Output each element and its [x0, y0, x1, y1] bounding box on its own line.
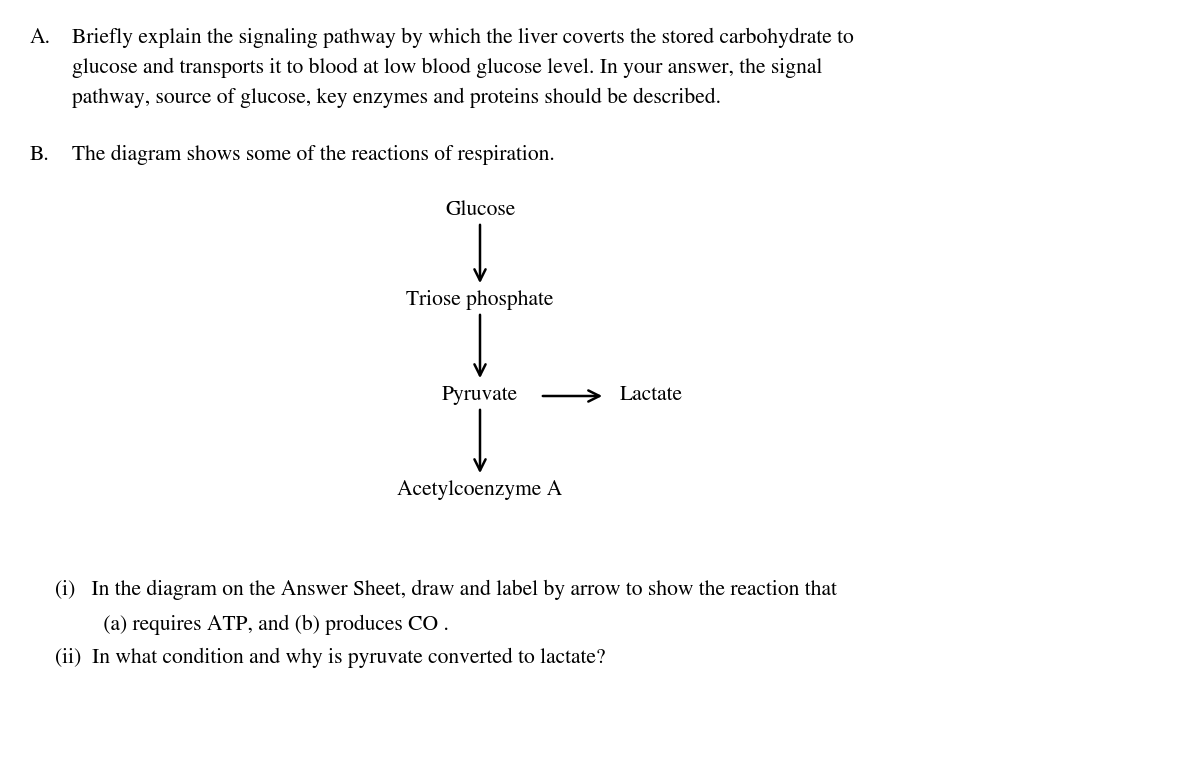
Text: Glucose: Glucose: [445, 200, 515, 220]
Text: (i)   In the diagram on the Answer Sheet, draw and label by arrow to show the re: (i) In the diagram on the Answer Sheet, …: [55, 580, 836, 601]
Text: pathway, source of glucose, key enzymes and proteins should be described.: pathway, source of glucose, key enzymes …: [72, 88, 721, 108]
Text: The diagram shows some of the reactions of respiration.: The diagram shows some of the reactions …: [72, 145, 554, 165]
Text: (ii)  In what condition and why is pyruvate converted to lactate?: (ii) In what condition and why is pyruva…: [55, 648, 606, 668]
Text: Acetylcoenzyme A: Acetylcoenzyme A: [397, 480, 563, 500]
Text: (a) requires ATP, and (b) produces CO₂.: (a) requires ATP, and (b) produces CO₂.: [55, 615, 449, 635]
Text: A.: A.: [30, 28, 50, 48]
Text: Briefly explain the signaling pathway by which the liver coverts the stored carb: Briefly explain the signaling pathway by…: [72, 28, 853, 48]
Text: Pyruvate: Pyruvate: [442, 385, 518, 405]
Text: Lactate: Lactate: [620, 385, 683, 405]
Text: glucose and transports it to blood at low blood glucose level. In your answer, t: glucose and transports it to blood at lo…: [72, 58, 822, 78]
Text: B.: B.: [30, 145, 49, 165]
Text: Triose phosphate: Triose phosphate: [407, 290, 553, 310]
